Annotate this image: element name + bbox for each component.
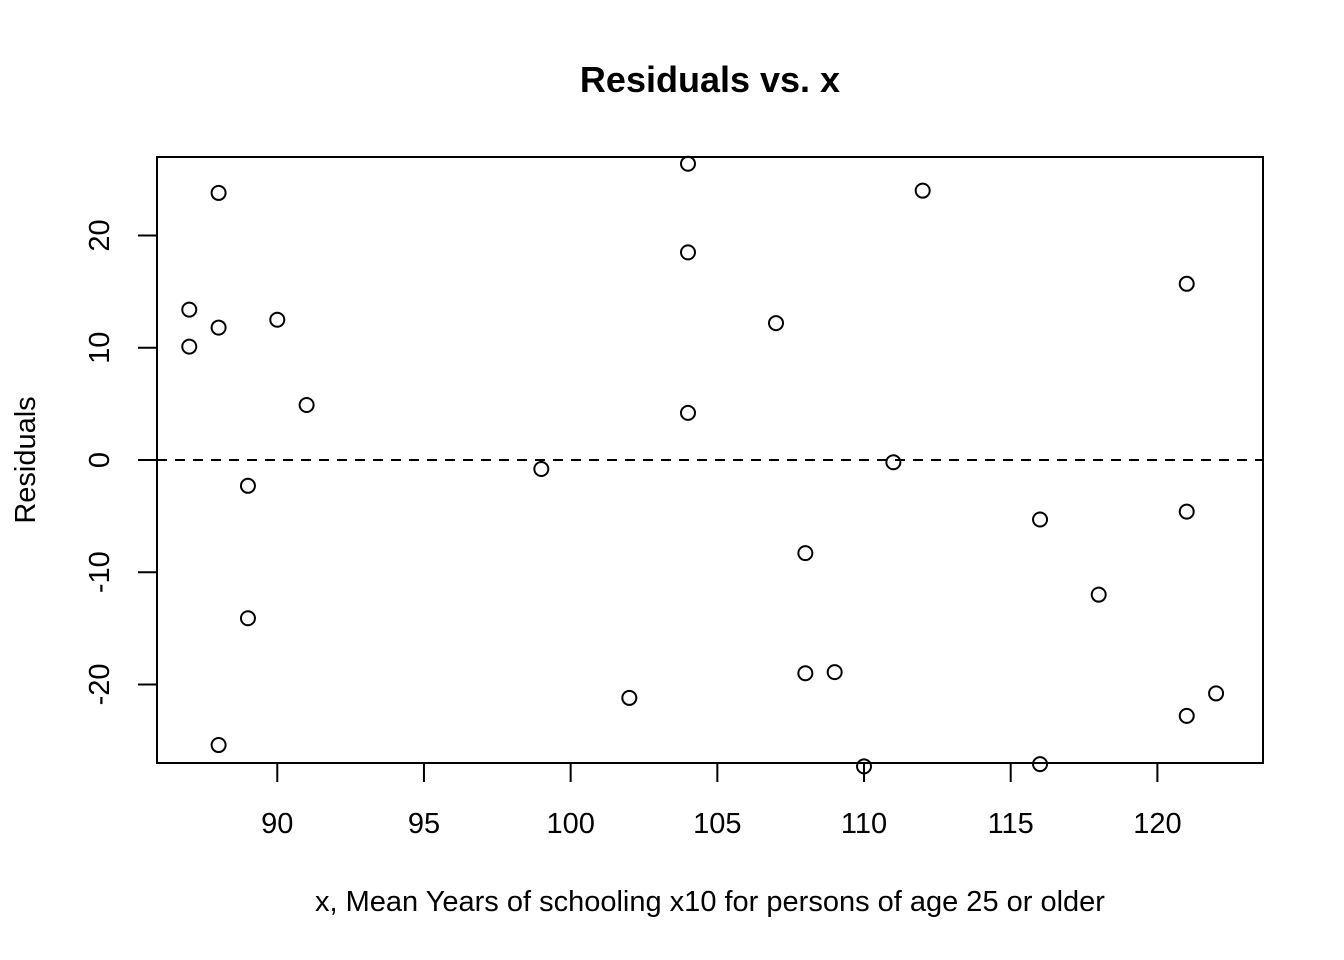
- x-tick-label: 90: [261, 808, 293, 840]
- plot-frame: [156, 156, 1264, 764]
- data-point: [679, 404, 696, 421]
- data-point: [239, 610, 256, 627]
- data-point: [1090, 586, 1107, 603]
- data-point: [679, 155, 696, 172]
- data-point: [826, 664, 843, 681]
- x-tick-label: 120: [1133, 808, 1181, 840]
- y-tick-label: -20: [84, 663, 116, 705]
- x-tick-label: 95: [408, 808, 440, 840]
- data-point: [210, 184, 227, 201]
- chart-title: Residuals vs. x: [580, 59, 840, 100]
- data-point: [1208, 685, 1225, 702]
- y-tick-label: -10: [84, 551, 116, 593]
- data-point: [181, 301, 198, 318]
- data-point: [1178, 707, 1195, 724]
- data-point: [797, 545, 814, 562]
- data-point: [856, 758, 873, 775]
- data-point: [1178, 503, 1195, 520]
- data-point: [533, 460, 550, 477]
- y-tick-label: 10: [84, 332, 116, 364]
- y-axis-label: Residuals: [10, 396, 42, 523]
- data-point: [1032, 756, 1049, 773]
- data-point: [914, 182, 931, 199]
- x-tick-label: 100: [546, 808, 594, 840]
- data-point: [797, 665, 814, 682]
- x-tick-label: 115: [988, 808, 1034, 840]
- x-tick-label: 105: [693, 808, 741, 840]
- data-point: [1032, 511, 1049, 528]
- data-point: [210, 737, 227, 754]
- data-point: [181, 338, 198, 355]
- data-point: [298, 397, 315, 414]
- data-point: [269, 311, 286, 328]
- x-axis-label: x, Mean Years of schooling x10 for perso…: [315, 886, 1105, 918]
- data-point: [679, 244, 696, 261]
- data-points: [181, 155, 1225, 775]
- data-point: [210, 319, 227, 336]
- x-tick-label: 110: [841, 808, 887, 840]
- data-point: [768, 315, 785, 332]
- data-point: [621, 689, 638, 706]
- data-point: [885, 454, 902, 471]
- y-tick-label: 20: [84, 219, 116, 251]
- data-point: [239, 477, 256, 494]
- y-tick-label: 0: [84, 452, 116, 468]
- x-axis: 90 95 100 105 110 115 120: [261, 762, 1182, 840]
- y-axis: -20 -10 0 10 20: [84, 219, 158, 705]
- data-point: [1178, 275, 1195, 292]
